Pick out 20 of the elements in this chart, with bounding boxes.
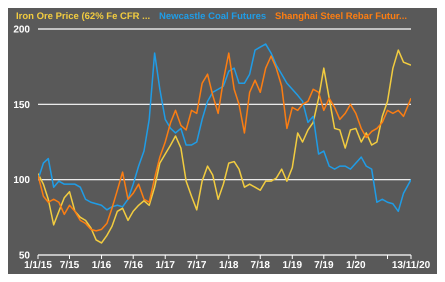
- text: Iron Ore Price (62% Fe CFR ...: [16, 11, 150, 24]
- y-tick-label: 200: [13, 24, 30, 36]
- y-tick-label: 150: [13, 100, 30, 111]
- x-tick-label: 1/17: [156, 260, 176, 272]
- y-tick-label: 100: [13, 175, 30, 186]
- x-tick-label: 1/18: [219, 260, 239, 272]
- x-tick-label: 13/11/20: [392, 260, 431, 272]
- x-tick-label: 7/16: [123, 260, 144, 272]
- x-tick-label: 7/17: [187, 260, 207, 272]
- x-tick-label: 7/19: [314, 260, 334, 272]
- text: Shanghai Steel Rebar Futur...: [275, 11, 407, 24]
- x-tick-label: 7/15: [60, 260, 80, 272]
- x-tick-label: 7/18: [250, 260, 270, 272]
- x-tick-label: 1/20: [346, 260, 366, 272]
- text: Newcastle Coal Futures: [158, 11, 266, 24]
- x-tick-label: 1/1/15: [24, 260, 52, 272]
- y-tick-label: 50: [18, 250, 30, 262]
- x-tick-label: 1/16: [92, 260, 112, 272]
- x-tick-label: 1/19: [282, 260, 302, 272]
- line-series: [38, 43, 411, 212]
